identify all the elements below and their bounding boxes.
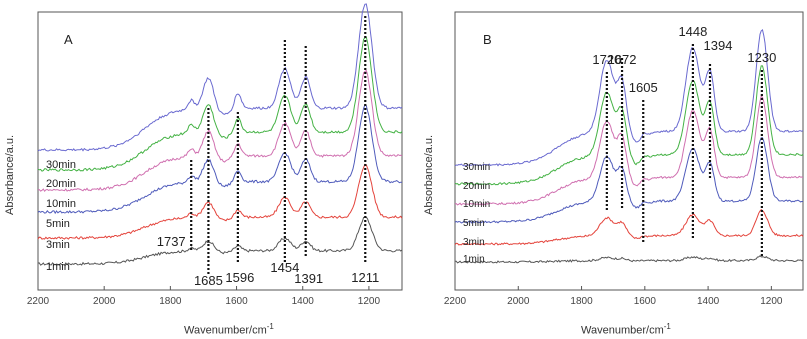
series-label-30min: 30min — [463, 162, 490, 173]
series-line-5min — [454, 137, 803, 224]
peak-label-1394: 1394 — [704, 38, 733, 53]
peak-label-1672: 1672 — [608, 52, 637, 67]
x-tick-label: 1800 — [159, 296, 182, 307]
chart-b-svg: 2200 2000 1800 1600 1400 1200 B 1min 3min 5min 10m… — [444, 11, 804, 307]
x-axis-label-b-sup: -1 — [663, 322, 671, 331]
series-label-20min: 20min — [46, 178, 76, 190]
panel-letter: B — [483, 32, 492, 47]
x-tick-label: 2000 — [507, 296, 530, 307]
series-line-30min — [454, 29, 804, 167]
x-axis-label-b: Wavenumber/cm-1 — [581, 322, 671, 337]
series-line-20min — [37, 36, 403, 172]
x-tick-label: 2000 — [93, 296, 116, 307]
x-tick-label: 1400 — [292, 296, 315, 307]
series-line-20min — [454, 65, 804, 186]
plot-frame — [454, 11, 804, 291]
x-axis-label-b-text: Wavenumber/cm — [581, 324, 664, 337]
x-tick-label: 1800 — [570, 296, 593, 307]
series-label-1min: 1min — [46, 261, 70, 273]
chart-a-svg: 2200 2000 1800 1600 1400 1200 A 1min 3min 5min 10m… — [27, 3, 403, 307]
series-label-5min: 5min — [463, 218, 485, 229]
series-label-3min: 3min — [46, 239, 70, 251]
peak-label-1596: 1596 — [225, 270, 254, 285]
y-axis-label-a: Absorbance/a.u. — [4, 134, 16, 215]
series-label-30min: 30min — [46, 159, 76, 171]
peak-label-1605: 1605 — [629, 80, 658, 95]
series-line-1min — [37, 216, 403, 266]
peak-label-1211: 1211 — [351, 270, 379, 285]
peak-label-1391: 1391 — [294, 271, 323, 286]
series-line-10min — [454, 95, 804, 206]
x-tick-label: 1400 — [697, 296, 720, 307]
series-line-30min — [37, 3, 403, 152]
x-tick-label: 2200 — [27, 296, 50, 307]
peak-label-1230: 1230 — [747, 50, 776, 65]
series-label-3min: 3min — [463, 237, 485, 248]
x-tick-label: 1200 — [358, 296, 381, 307]
peak-label-1454: 1454 — [270, 260, 299, 275]
plot-frame — [37, 11, 403, 291]
panel-letter: A — [64, 32, 73, 47]
series-line-10min — [37, 69, 403, 193]
x-tick-label: 1200 — [760, 296, 783, 307]
x-tick-label: 1600 — [634, 296, 657, 307]
peak-label-1448: 1448 — [678, 24, 707, 39]
x-tick-label: 2200 — [444, 296, 467, 307]
x-tick-label: 1600 — [225, 296, 248, 307]
peak-label-1685: 1685 — [194, 273, 223, 288]
series-label-10min: 10min — [463, 199, 490, 210]
peak-label-1737: 1737 — [157, 234, 186, 249]
series-line-1min — [455, 255, 804, 264]
series-line-5min — [37, 104, 402, 215]
series-line-3min — [37, 163, 403, 240]
y-axis-label-b: Absorbance/a.u. — [423, 134, 435, 215]
x-axis-label-a-sup: -1 — [266, 322, 274, 331]
panel-b: 2200 2000 1800 1600 1400 1200 B 1min 3min 5min 10m… — [407, 0, 807, 339]
x-axis-label-a-text: Wavenumber/cm — [184, 324, 267, 337]
x-axis-label-a: Wavenumber/cm-1 — [184, 322, 274, 337]
series-label-1min: 1min — [463, 254, 485, 265]
series-label-5min: 5min — [46, 218, 70, 230]
series-label-10min: 10min — [46, 198, 76, 210]
series-label-20min: 20min — [463, 181, 490, 192]
series-line-3min — [454, 209, 804, 246]
peak-label-1720: 1720 — [592, 52, 621, 67]
panel-a: 2200 2000 1800 1600 1400 1200 A 1min 3min 5min 10m… — [4, 3, 403, 337]
